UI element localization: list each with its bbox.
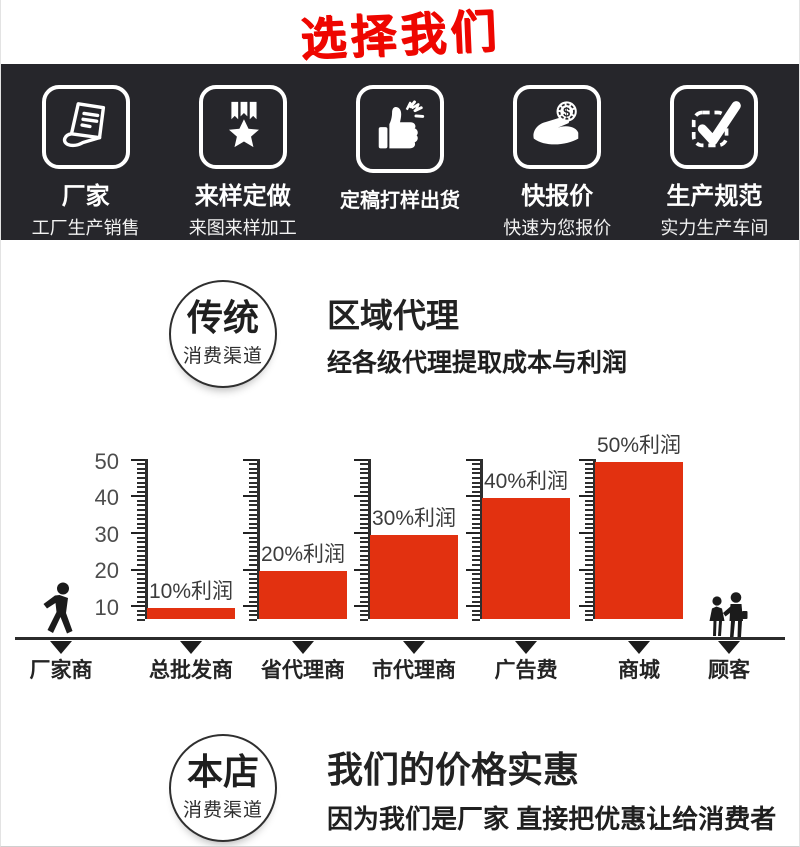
walking-person-icon (43, 582, 73, 634)
chart-axis-line (15, 637, 785, 640)
feature-item-production-standard: 生产规范 实力生产车间 (636, 64, 793, 240)
y-axis-tick-label: 40 (94, 485, 119, 511)
thumbs-up-icon (356, 85, 444, 173)
traditional-badge: 传统 消费渠道 (169, 280, 277, 388)
station-marker-triangle (718, 641, 740, 654)
ruler-scale (579, 458, 596, 621)
y-axis-tick-label: 10 (94, 595, 119, 621)
feature-label: 快报价 (521, 183, 594, 210)
bar-value-label: 20%利润 (260, 543, 346, 566)
bar-value-label: 30%利润 (371, 507, 457, 530)
station-label: 广告费 (494, 659, 558, 682)
checkmark-box-icon (670, 85, 759, 169)
station-label: 厂家商 (29, 659, 93, 682)
feature-sublabel: 快速为您报价 (503, 218, 612, 238)
traditional-section: 传统 消费渠道 区域代理 经各级代理提取成本与利润 (169, 280, 799, 388)
y-axis-tick-label: 50 (94, 448, 119, 474)
feature-sublabel: 来图来样加工 (188, 218, 297, 238)
svg-text:$: $ (563, 105, 570, 119)
features-banner: 厂家 工厂生产销售 来样定做 来图来样加工 (1, 64, 799, 240)
station-marker-triangle (292, 641, 314, 654)
profit-bar (595, 462, 683, 619)
shop-badge: 本店 消费渠道 (169, 734, 277, 842)
bar-value-label: 40%利润 (483, 470, 569, 493)
y-axis-tick-label: 30 (94, 521, 119, 547)
feature-sublabel: 实力生产车间 (660, 218, 769, 238)
station-marker-triangle (403, 641, 425, 654)
profit-bar (147, 608, 235, 619)
feature-label: 生产规范 (666, 183, 763, 210)
traditional-text: 区域代理 经各级代理提取成本与利润 (327, 289, 627, 379)
feature-item-sample-ship: 定稿打样出货 (321, 64, 478, 240)
bar-value-label: 50%利润 (596, 434, 682, 457)
document-icon (41, 85, 130, 169)
page-title: 选择我们 (299, 4, 502, 66)
profit-chart: 50 40 30 20 10 10%利润 20%利润 30%利润 40%利润 50%利润厂家商 总批… (1, 430, 799, 688)
customer-couple-icon (709, 592, 748, 637)
section-heading: 我们的价格实惠 (327, 748, 580, 790)
shop-text: 我们的价格实惠 因为我们是厂家 直接把优惠让给消费者 (327, 741, 776, 836)
station-marker-triangle (50, 641, 72, 654)
station-label: 总批发商 (149, 659, 233, 682)
feature-label: 来样定做 (194, 183, 291, 210)
ruler-scale (131, 458, 148, 621)
station-marker-triangle (628, 641, 650, 654)
hand-coin-icon: $ (513, 85, 602, 169)
profit-bar (482, 498, 570, 619)
station-label: 市代理商 (372, 659, 456, 682)
section-subheading: 因为我们是厂家 直接把优惠让给消费者 (327, 803, 777, 834)
badge-subtitle: 消费渠道 (182, 800, 263, 821)
page-title-wrap: 选择我们 (1, 0, 799, 66)
ruler-scale (466, 458, 483, 621)
ruler-scale (354, 458, 371, 621)
station-label: 顾客 (708, 659, 750, 682)
badge-title: 本店 (186, 751, 259, 792)
section-heading: 区域代理 (327, 297, 459, 334)
badge-subtitle: 消费渠道 (182, 346, 263, 367)
feature-item-fast-quote: $ 快报价 快速为您报价 (479, 64, 636, 240)
medal-star-icon (198, 85, 287, 169)
feature-item-factory: 厂家 工厂生产销售 (7, 64, 164, 240)
profit-bar (370, 535, 458, 619)
feature-item-custom-made: 来样定做 来图来样加工 (164, 64, 321, 240)
station-label: 省代理商 (261, 659, 345, 682)
y-axis-tick-label: 20 (94, 558, 119, 584)
profit-bar (259, 571, 347, 619)
bar-value-label: 10%利润 (148, 580, 234, 603)
ruler-scale (243, 458, 260, 621)
shop-section: 本店 消费渠道 我们的价格实惠 因为我们是厂家 直接把优惠让给消费者 (169, 734, 799, 842)
section-subheading: 经各级代理提取成本与利润 (327, 349, 628, 377)
feature-label: 厂家 (61, 183, 110, 210)
station-label: 商城 (618, 659, 660, 682)
station-marker-triangle (515, 641, 537, 654)
station-marker-triangle (180, 641, 202, 654)
feature-sublabel: 工厂生产销售 (31, 218, 140, 238)
badge-title: 传统 (186, 297, 259, 338)
feature-label: 定稿打样出货 (340, 190, 460, 212)
